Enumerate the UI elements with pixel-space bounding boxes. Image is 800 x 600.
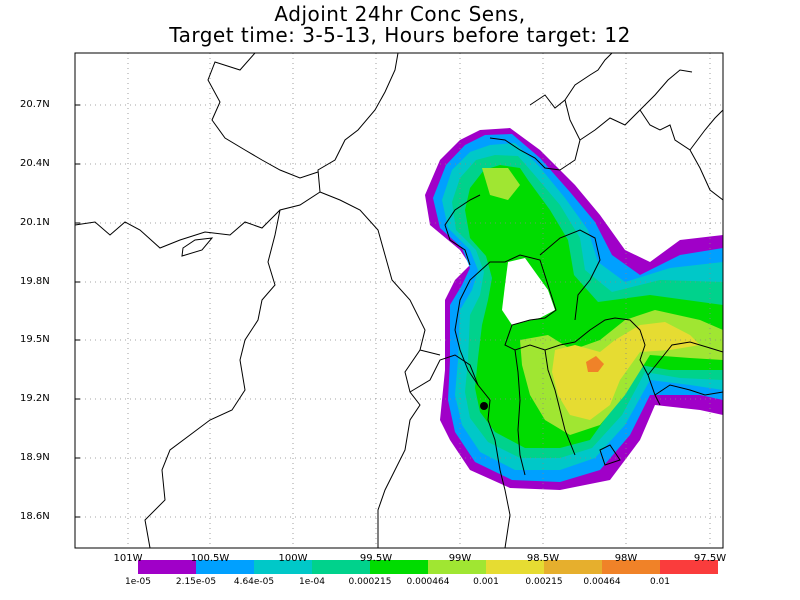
colorbar-label-1: 1e-05 (125, 577, 151, 587)
colorbar-label-9: 0.00464 (583, 577, 621, 587)
lat-label-18-9: 18.9N (20, 452, 50, 463)
colorbar-swatch-4 (312, 560, 370, 574)
colorbar-swatch-8 (544, 560, 602, 574)
state-boundaries (75, 53, 723, 548)
contour-level-6b (482, 168, 520, 200)
plot-frame (74, 52, 724, 549)
target-marker (480, 402, 488, 410)
colorbar-swatch-7 (486, 560, 544, 574)
contour-gap (502, 258, 555, 325)
colorbar-label-3: 4.64e-05 (233, 577, 275, 587)
lat-label-19-2: 19.2N (20, 393, 50, 404)
colorbar-swatch-6 (428, 560, 486, 574)
lon-label-101: 101W (113, 553, 143, 564)
contour-level-7 (552, 322, 700, 420)
map-title-line2: Target time: 3-5-13, Hours before target… (169, 23, 631, 47)
lat-label-20-1: 20.1N (20, 217, 50, 228)
lon-label-100: 100W (278, 553, 308, 564)
colorbar-swatch-5 (370, 560, 428, 574)
lat-label-20-4: 20.4N (20, 158, 50, 169)
colorbar-label-10: 0.01 (649, 577, 671, 587)
colorbar-label-4: 1e-04 (299, 577, 325, 587)
contour-level-8 (586, 356, 604, 372)
sensitivity-field (425, 128, 723, 490)
lon-label-97-5: 97.5W (693, 553, 727, 564)
colorbar-swatch-2 (196, 560, 254, 574)
colorbar-label-5: 0.000215 (348, 577, 392, 587)
colorbar (138, 560, 718, 574)
lon-label-99-5: 99.5W (359, 553, 393, 564)
lon-label-99: 99W (448, 553, 472, 564)
colorbar-swatch-10 (660, 560, 718, 574)
colorbar-swatch-1 (138, 560, 196, 574)
lon-label-100-5: 100.5W (190, 553, 230, 564)
lon-label-98: 98W (614, 553, 638, 564)
lat-label-19-8: 19.8N (20, 276, 50, 287)
colorbar-label-2: 2.15e-05 (175, 577, 217, 587)
colorbar-swatch-9 (602, 560, 660, 574)
y-axis-ticks (75, 104, 80, 518)
colorbar-label-7: 0.001 (473, 577, 499, 587)
graticule (75, 53, 723, 548)
lat-label-18-6: 18.6N (20, 511, 50, 522)
colorbar-swatch-3 (254, 560, 312, 574)
lat-label-19-5: 19.5N (20, 334, 50, 345)
colorbar-label-6: 0.000464 (406, 577, 450, 587)
map-title-line1: Adjoint 24hr Conc Sens, (274, 2, 526, 26)
colorbar-label-8: 0.00215 (525, 577, 563, 587)
lon-label-98-5: 98.5W (526, 553, 560, 564)
lat-label-20-7: 20.7N (20, 99, 50, 110)
